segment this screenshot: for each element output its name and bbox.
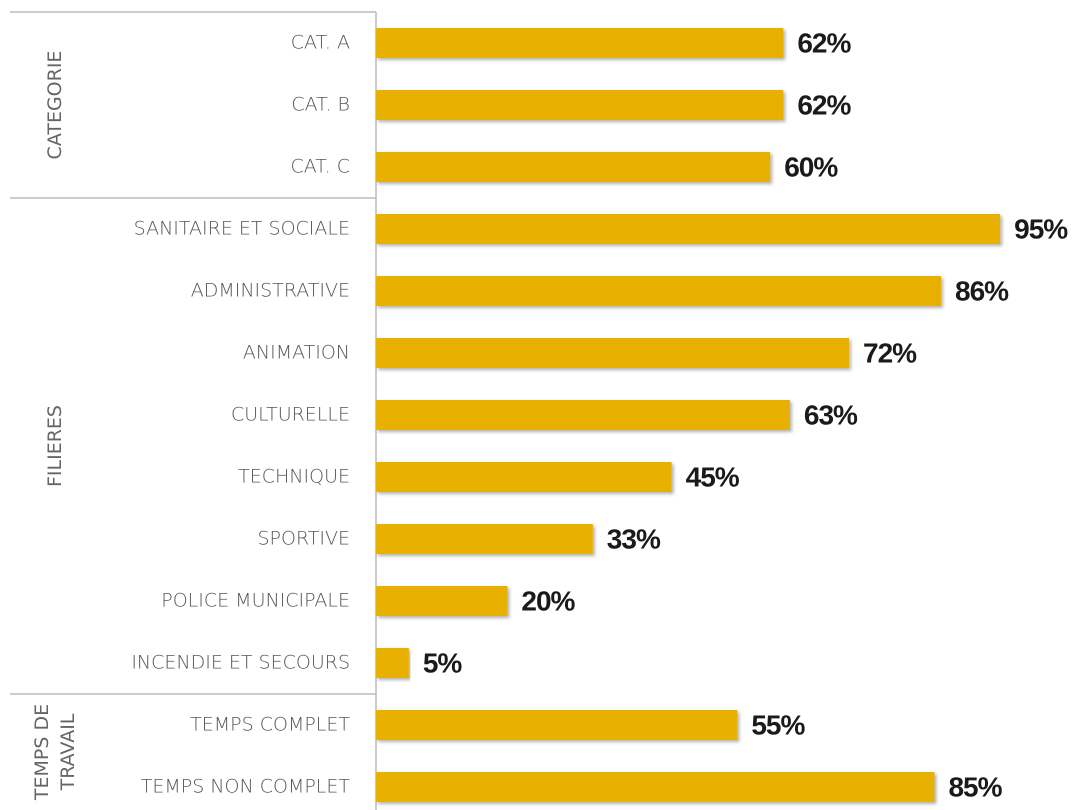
- value-label: 85%: [948, 771, 1002, 802]
- category-label: SPORTIVE: [257, 528, 350, 550]
- bar: [376, 524, 593, 554]
- bar: [376, 276, 942, 306]
- bar: [376, 462, 672, 492]
- category-label: CAT. A: [291, 32, 350, 54]
- category-label: TEMPS COMPLET: [190, 714, 350, 736]
- bar: [376, 90, 784, 120]
- value-label: 95%: [1014, 213, 1068, 244]
- group-label: TEMPS DE TRAVAIL: [31, 703, 79, 801]
- category-label: TECHNIQUE: [238, 466, 350, 488]
- category-label: ADMINISTRATIVE: [191, 280, 350, 302]
- category-label: INCENDIE ET SECOURS: [131, 652, 350, 674]
- category-label: TEMPS NON COMPLET: [141, 776, 351, 798]
- category-label: CULTURELLE: [231, 404, 350, 426]
- value-label: 20%: [521, 585, 575, 616]
- value-label: 86%: [955, 275, 1009, 306]
- value-label: 55%: [751, 709, 805, 740]
- group-label: FILIERES: [44, 405, 66, 487]
- value-label: 62%: [797, 27, 851, 58]
- category-label: ANIMATION: [243, 342, 350, 364]
- value-label: 33%: [607, 523, 661, 554]
- category-label: POLICE MUNICIPALE: [161, 590, 350, 612]
- value-label: 62%: [797, 89, 851, 120]
- bar: [376, 152, 771, 182]
- group-label: CATEGORIE: [44, 50, 66, 160]
- value-label: 60%: [784, 151, 838, 182]
- category-label: CAT. C: [291, 156, 351, 178]
- bar: [376, 28, 784, 58]
- bar: [376, 586, 508, 616]
- value-label: 63%: [804, 399, 858, 430]
- bar: [376, 400, 790, 430]
- bar: [376, 214, 1001, 244]
- value-label: 5%: [423, 647, 463, 678]
- bar: [376, 648, 409, 678]
- value-label: 45%: [686, 461, 740, 492]
- value-label: 72%: [863, 337, 917, 368]
- bar: [376, 772, 935, 802]
- category-label: SANITAIRE ET SOCIALE: [134, 218, 350, 240]
- category-label: CAT. B: [291, 94, 350, 116]
- bar: [376, 710, 738, 740]
- bar: [376, 338, 850, 368]
